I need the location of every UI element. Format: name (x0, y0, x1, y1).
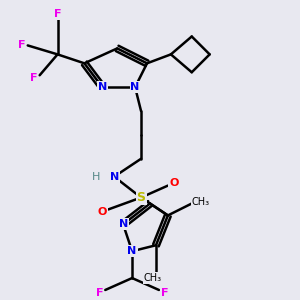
Text: H: H (92, 172, 100, 182)
Text: CH₃: CH₃ (192, 197, 210, 207)
Text: N: N (110, 172, 119, 182)
Text: F: F (96, 288, 103, 298)
Text: F: F (54, 9, 61, 19)
Text: O: O (98, 207, 107, 218)
Text: S: S (136, 191, 146, 204)
Text: N: N (118, 219, 128, 230)
Text: F: F (18, 40, 26, 50)
Text: F: F (30, 73, 38, 83)
Text: CH₃: CH₃ (144, 273, 162, 283)
Text: O: O (169, 178, 178, 188)
Text: N: N (128, 246, 137, 256)
Text: N: N (130, 82, 140, 92)
Text: N: N (98, 82, 107, 92)
Text: F: F (161, 288, 169, 298)
